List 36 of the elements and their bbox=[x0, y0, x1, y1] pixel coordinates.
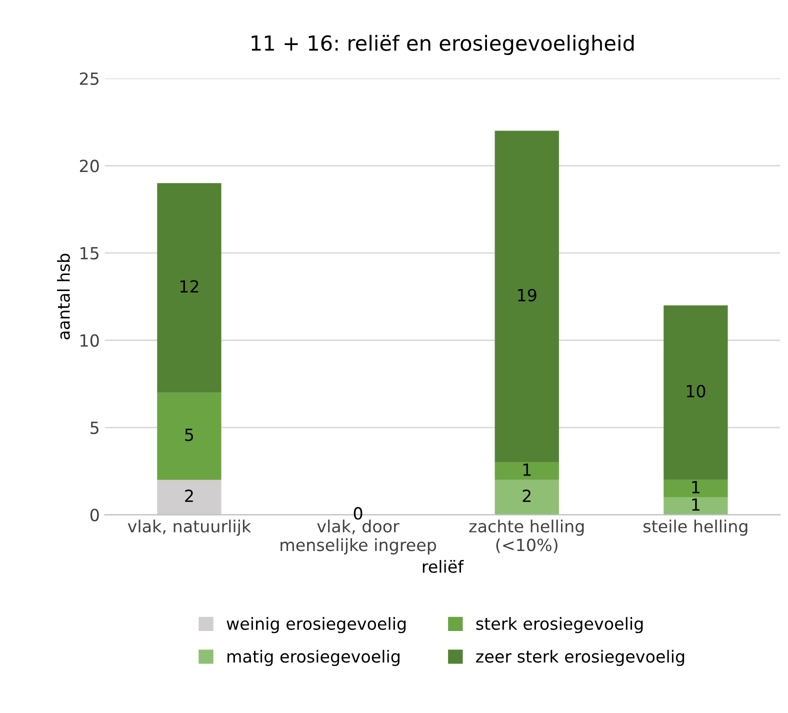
legend-label: matig erosiegevoelig bbox=[228, 650, 400, 666]
x-tick-label: zachte helling (<10%) bbox=[469, 520, 584, 554]
data-label: 1 bbox=[692, 481, 700, 494]
bar bbox=[494, 462, 559, 480]
legend-label: weinig erosiegevoelig bbox=[226, 617, 406, 634]
y-tick-label: 25 bbox=[80, 72, 98, 85]
data-label: 2 bbox=[185, 490, 193, 502]
legend-label: zeer sterk erosiegevoelig bbox=[476, 650, 684, 666]
y-tick-label: 0 bbox=[90, 508, 99, 522]
data-label: 2 bbox=[522, 490, 531, 502]
data-label: 0 bbox=[354, 507, 362, 520]
x-axis-title: reliëf bbox=[422, 560, 464, 573]
y-tick-label: 15 bbox=[80, 247, 98, 260]
legend-label: sterk erosiegevoelig bbox=[476, 617, 643, 634]
data-label: 1 bbox=[523, 464, 531, 476]
y-tick-label: 10 bbox=[80, 334, 99, 347]
x-tick-label: steile helling bbox=[644, 520, 748, 536]
data-label: 5 bbox=[185, 428, 194, 442]
bar bbox=[494, 130, 559, 462]
bar bbox=[157, 183, 222, 393]
bar bbox=[664, 480, 728, 498]
y-axis-title: aantal hsb bbox=[57, 254, 70, 340]
y-tick-label: 20 bbox=[80, 160, 99, 172]
data-label: 10 bbox=[686, 384, 706, 398]
bar bbox=[664, 305, 728, 480]
data-label: 19 bbox=[518, 288, 536, 302]
bar bbox=[157, 480, 222, 515]
chart-title: 11 + 16: reliëf en erosiegevoeligheid bbox=[252, 34, 634, 55]
bar bbox=[664, 497, 728, 515]
data-label: 12 bbox=[180, 280, 198, 292]
bar bbox=[494, 480, 559, 515]
y-tick-label: 5 bbox=[90, 422, 98, 434]
data-label: 1 bbox=[692, 498, 700, 511]
x-tick-label: vlak, door menselijke ingreep bbox=[280, 520, 436, 554]
x-tick-label: vlak, natuurlijk bbox=[128, 520, 252, 536]
bar bbox=[157, 392, 222, 480]
